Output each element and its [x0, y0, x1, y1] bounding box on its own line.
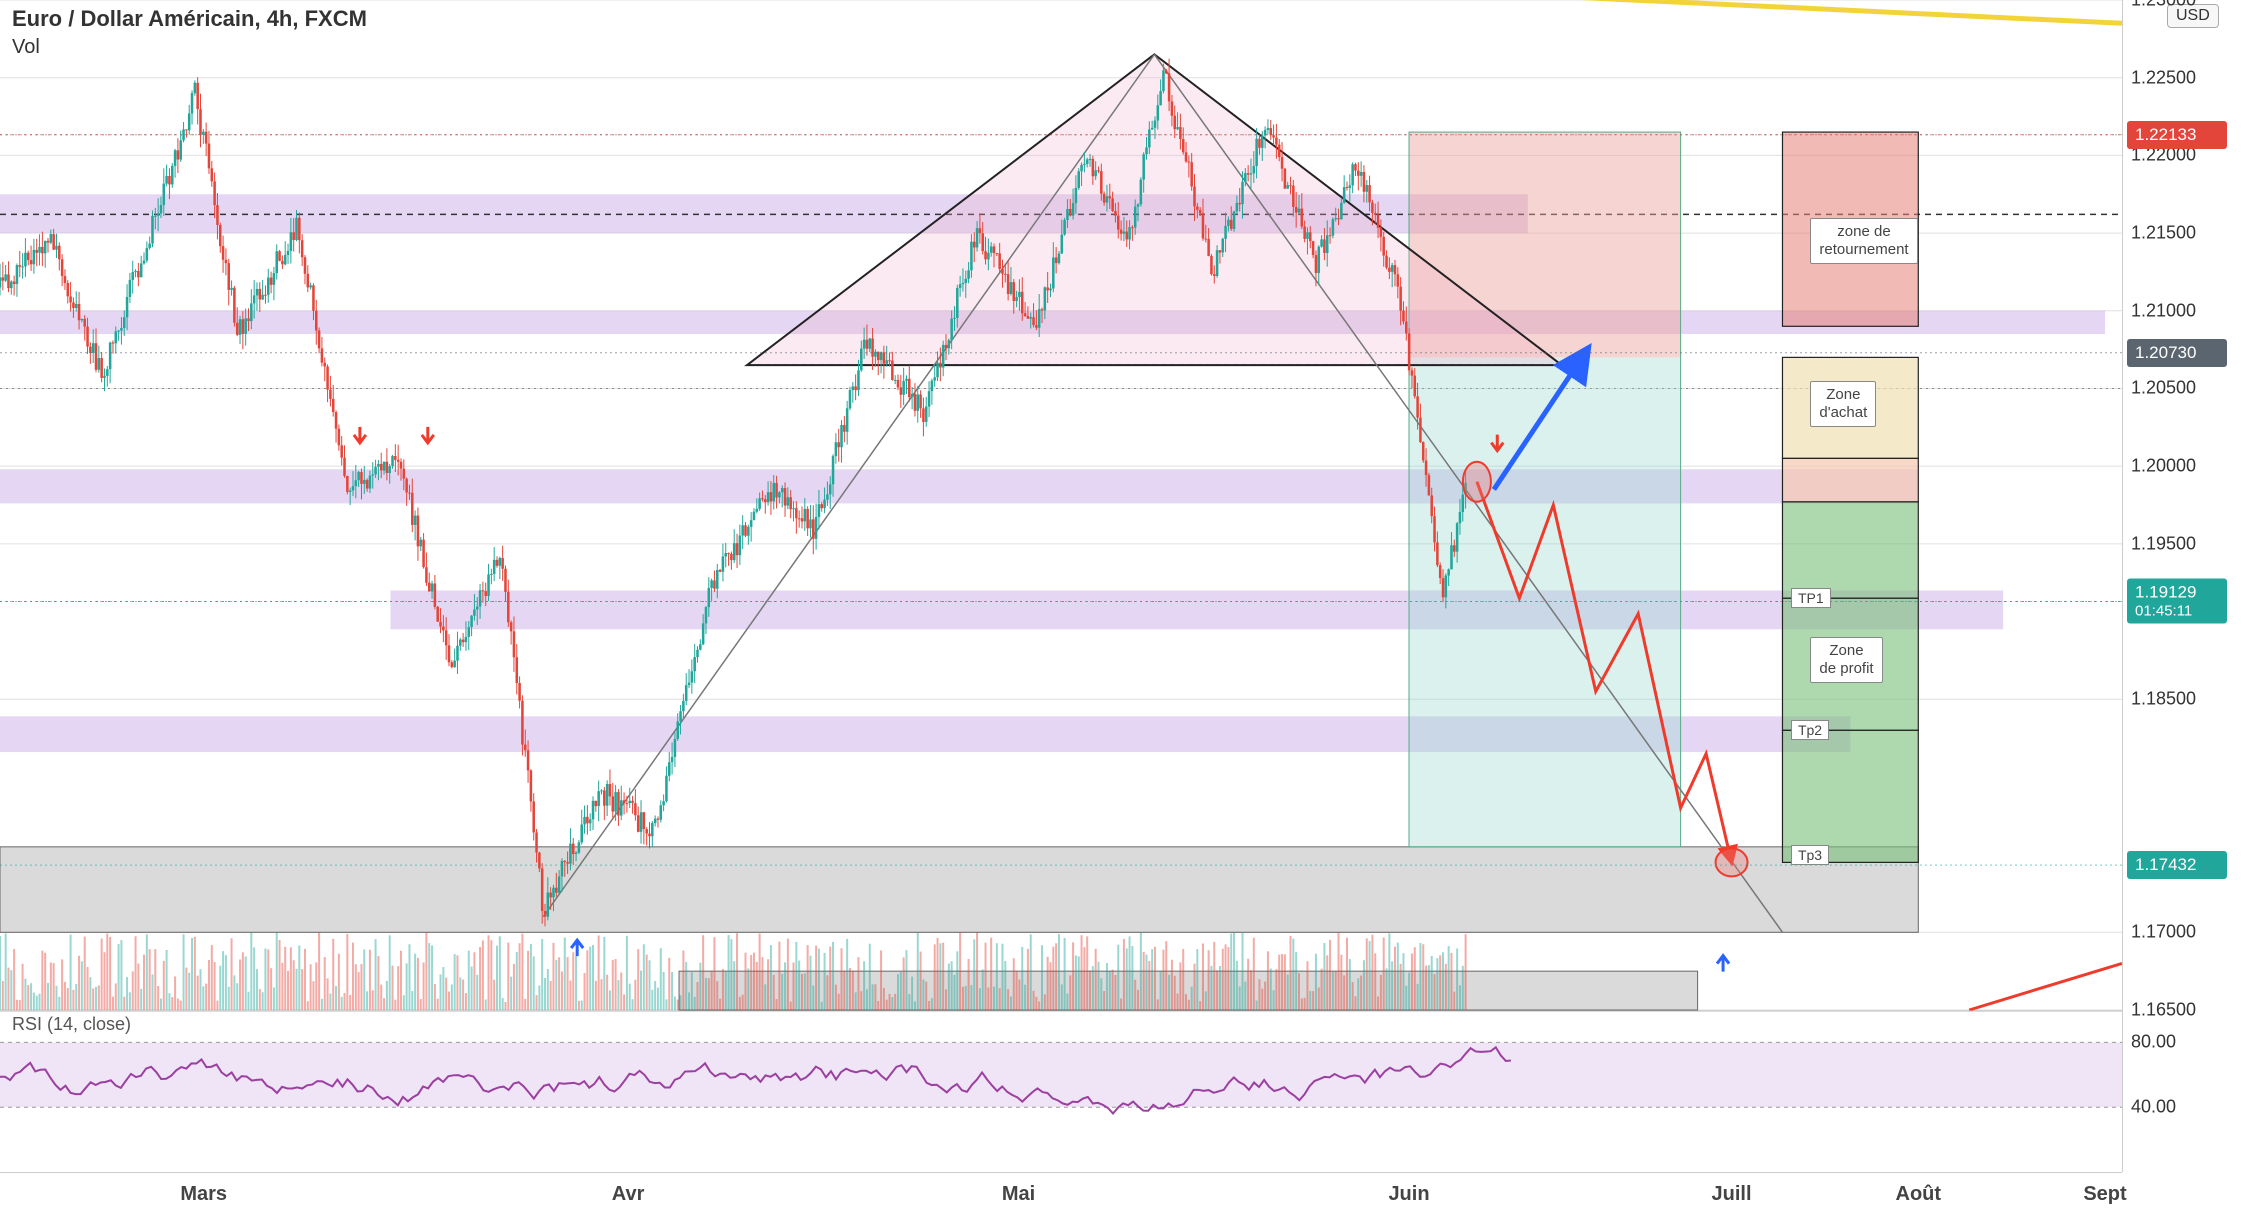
price-tick-label: 1.23000 — [2131, 0, 2196, 11]
price-tick-label: 1.20000 — [2131, 456, 2196, 477]
price-tick-label: 1.19500 — [2131, 533, 2196, 554]
price-tick-label: 1.18500 — [2131, 689, 2196, 710]
price-tick-label: 1.17000 — [2131, 922, 2196, 943]
time-tick-label: Juin — [1388, 1183, 1429, 1206]
price-badge: 1.1912901:45:11 — [2127, 579, 2227, 624]
price-tick-label: 1.16500 — [2131, 1000, 2196, 1021]
chart-root: Euro / Dollar Américain, 4h, FXCM Vol zo… — [0, 0, 2242, 1232]
price-badge: 1.22133 — [2127, 121, 2227, 149]
price-tick-label: 1.21000 — [2131, 300, 2196, 321]
time-tick-label: Juill — [1712, 1183, 1752, 1206]
price-badge: 1.17432 — [2127, 851, 2227, 879]
chart-title: Euro / Dollar Américain, 4h, FXCM — [12, 6, 367, 32]
price-tick-label: 1.22500 — [2131, 67, 2196, 88]
time-tick-label: Août — [1896, 1183, 1942, 1206]
zone-label: Zoned'achat — [1810, 381, 1876, 427]
time-tick-label: Mars — [180, 1183, 227, 1206]
time-tick-label: Sept — [2083, 1183, 2126, 1206]
rsi-axis-label: 40.00 — [2131, 1097, 2176, 1118]
tp-label: Tp2 — [1791, 720, 1829, 740]
price-tick-label: 1.21500 — [2131, 223, 2196, 244]
price-axis[interactable]: USD 80.0040.001.230001.225001.220001.215… — [2122, 0, 2242, 1172]
zone-label: Zonede profit — [1810, 637, 1882, 683]
tp-label: TP1 — [1791, 588, 1831, 608]
tp-label: Tp3 — [1791, 845, 1829, 865]
price-badge: 1.20730 — [2127, 339, 2227, 367]
price-tick-label: 1.20500 — [2131, 378, 2196, 399]
chart-svg — [0, 0, 2122, 1172]
zone-label: zone deretournement — [1810, 218, 1917, 264]
time-tick-label: Mai — [1002, 1183, 1035, 1206]
rsi-title: RSI (14, close) — [12, 1014, 131, 1035]
rsi-axis-label: 80.00 — [2131, 1032, 2176, 1053]
time-tick-label: Avr — [612, 1183, 645, 1206]
chart-subtitle: Vol — [12, 36, 40, 59]
chart-plot-area[interactable]: zone deretournement Zoned'achat Zonede pro… — [0, 0, 2122, 1172]
time-axis[interactable]: MarsAvrMaiJuinJuillAoûtSept — [0, 1172, 2122, 1232]
